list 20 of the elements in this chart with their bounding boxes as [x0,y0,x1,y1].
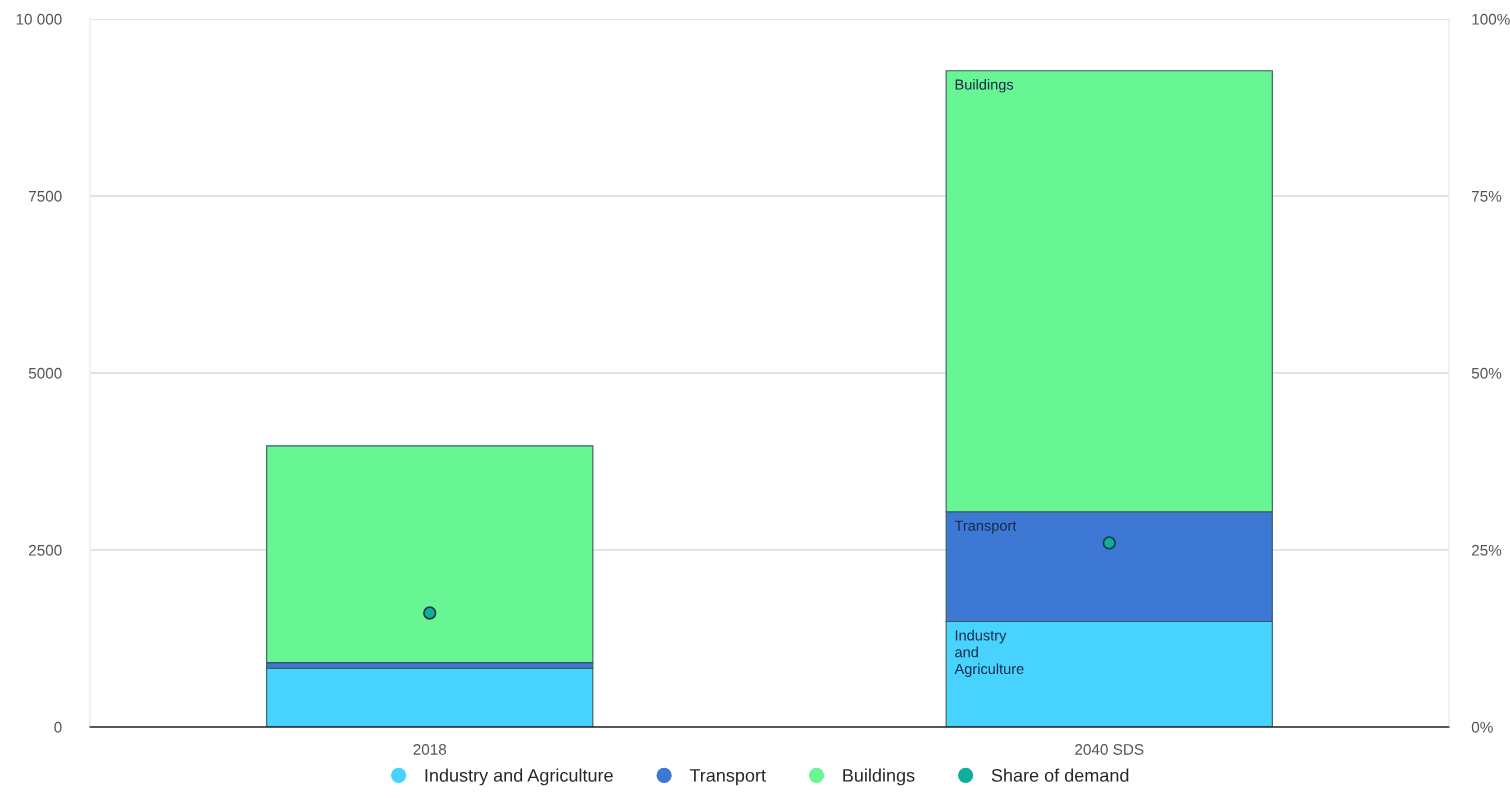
y2-tick-label: 25% [1471,544,1502,556]
annotation: Industry and Agriculture [954,629,1024,677]
bar [266,667,594,727]
y-tick-label: 5000 [28,367,62,379]
legend-label: Buildings [843,768,915,786]
annotation: Buildings [955,79,1014,93]
y-tick-label: 10 000 [16,13,62,25]
legend-label: Share of demand [991,768,1129,782]
y-tick-label: 7500 [29,190,62,202]
y2-tick-label: 75% [1472,190,1502,202]
annotation: Transport [954,520,1017,534]
x-tick-label: 2040 SDS [1075,744,1144,755]
legend-label: Industry and Agriculture [425,768,613,786]
y2-tick-label: 50% [1471,367,1502,379]
legend-label: Transport [689,769,766,786]
y2-tick-label: 100% [1472,13,1510,25]
y-tick-label: 2500 [29,544,62,556]
y-tick-label: 0 [54,721,62,733]
x-tick-label: 2018 [413,744,447,755]
y2-tick-label: 0% [1471,721,1493,733]
